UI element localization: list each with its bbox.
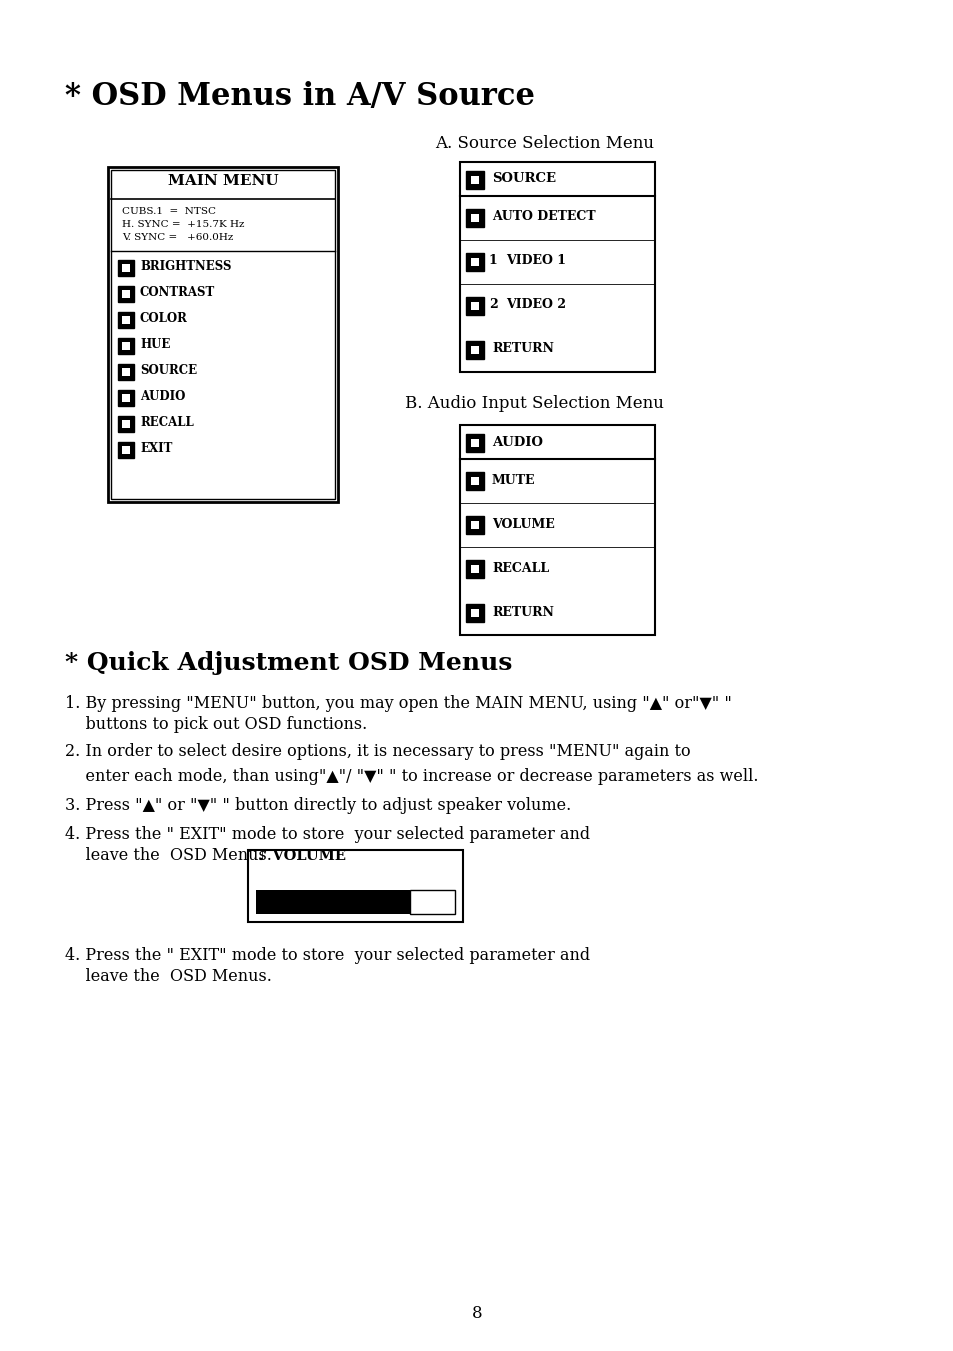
Bar xyxy=(459,426,655,635)
Text: VIDEO 2: VIDEO 2 xyxy=(505,299,565,312)
Text: leave the  OSD Menus.: leave the OSD Menus. xyxy=(65,969,272,985)
Bar xyxy=(471,176,478,184)
Bar xyxy=(118,442,133,458)
Bar xyxy=(471,213,478,222)
Bar xyxy=(118,416,133,432)
Bar xyxy=(465,434,483,453)
Bar xyxy=(465,471,483,490)
Bar xyxy=(465,297,483,315)
Text: RECALL: RECALL xyxy=(140,416,193,430)
Text: 2. In order to select desire options, it is necessary to press "MENU" again to: 2. In order to select desire options, it… xyxy=(65,743,690,761)
Bar xyxy=(465,604,483,621)
Bar xyxy=(471,439,478,447)
Bar xyxy=(122,316,130,324)
Text: SOURCE: SOURCE xyxy=(140,365,197,377)
Text: 1. By pressing "MENU" button, you may open the MAIN MENU, using "▲" or"▼" ": 1. By pressing "MENU" button, you may op… xyxy=(65,694,731,712)
Text: 3. Press "▲" or "▼" " button directly to adjust speaker volume.: 3. Press "▲" or "▼" " button directly to… xyxy=(65,797,571,815)
Bar xyxy=(122,446,130,454)
Text: VIDEO 1: VIDEO 1 xyxy=(505,254,565,267)
Text: 8: 8 xyxy=(471,1305,482,1323)
Text: 4. Press the " EXIT" mode to store  your selected parameter and: 4. Press the " EXIT" mode to store your … xyxy=(65,825,590,843)
Bar xyxy=(255,890,410,915)
Text: H. SYNC =  +15.7K Hz: H. SYNC = +15.7K Hz xyxy=(122,220,244,230)
Bar xyxy=(122,394,130,401)
Text: CONTRAST: CONTRAST xyxy=(140,286,215,300)
Bar xyxy=(118,363,133,380)
Bar xyxy=(465,561,483,578)
Text: MUTE: MUTE xyxy=(492,473,535,486)
Bar xyxy=(118,390,133,407)
Bar xyxy=(465,209,483,227)
Bar xyxy=(471,565,478,573)
Text: AUTO DETECT: AUTO DETECT xyxy=(492,211,595,223)
Text: 1: 1 xyxy=(489,254,497,267)
Text: V. SYNC =   +60.0Hz: V. SYNC = +60.0Hz xyxy=(122,232,233,242)
Text: * OSD Menus in A/V Source: * OSD Menus in A/V Source xyxy=(65,81,535,112)
Text: RETURN: RETURN xyxy=(492,343,554,355)
Bar xyxy=(471,477,478,485)
Bar xyxy=(122,342,130,350)
Bar xyxy=(465,172,483,189)
Text: enter each mode, than using"▲"/ "▼" " to increase or decrease parameters as well: enter each mode, than using"▲"/ "▼" " to… xyxy=(65,767,758,785)
Text: leave the  OSD Menus.: leave the OSD Menus. xyxy=(65,847,272,865)
Bar xyxy=(459,162,655,372)
Text: MAIN MENU: MAIN MENU xyxy=(168,174,278,188)
Bar xyxy=(118,338,133,354)
Bar xyxy=(410,890,455,915)
Bar xyxy=(122,420,130,428)
Bar xyxy=(118,312,133,328)
Bar xyxy=(122,265,130,272)
Bar xyxy=(108,168,337,503)
Text: EXIT: EXIT xyxy=(140,443,172,455)
Text: * Quick Adjustment OSD Menus: * Quick Adjustment OSD Menus xyxy=(65,651,512,676)
Text: B. Audio Input Selection Menu: B. Audio Input Selection Menu xyxy=(405,394,663,412)
Text: buttons to pick out OSD functions.: buttons to pick out OSD functions. xyxy=(65,716,367,734)
Bar xyxy=(471,346,478,354)
Bar xyxy=(122,290,130,297)
Text: HUE: HUE xyxy=(140,339,171,351)
Bar xyxy=(471,303,478,309)
Bar xyxy=(465,516,483,534)
Text: RECALL: RECALL xyxy=(492,562,549,574)
Text: BRIGHTNESS: BRIGHTNESS xyxy=(140,261,232,273)
Bar xyxy=(471,609,478,617)
Bar xyxy=(465,340,483,359)
Text: VOLUME: VOLUME xyxy=(492,517,554,531)
Text: 2: 2 xyxy=(489,299,497,312)
Text: 4. Press the " EXIT" mode to store  your selected parameter and: 4. Press the " EXIT" mode to store your … xyxy=(65,947,590,965)
Text: ♪ VOLUME: ♪ VOLUME xyxy=(257,848,346,863)
Bar xyxy=(471,521,478,530)
Bar xyxy=(118,286,133,303)
Bar xyxy=(111,170,335,499)
Text: SOURCE: SOURCE xyxy=(492,173,556,185)
Text: CUBS.1  =  NTSC: CUBS.1 = NTSC xyxy=(122,207,215,216)
Text: AUDIO: AUDIO xyxy=(140,390,185,404)
Bar xyxy=(122,369,130,376)
Bar xyxy=(465,253,483,272)
Text: COLOR: COLOR xyxy=(140,312,188,326)
Bar xyxy=(248,850,462,921)
Text: A. Source Selection Menu: A. Source Selection Menu xyxy=(435,135,654,153)
Bar xyxy=(471,258,478,266)
Text: RETURN: RETURN xyxy=(492,605,554,619)
Text: AUDIO: AUDIO xyxy=(492,435,542,449)
Bar xyxy=(118,259,133,276)
